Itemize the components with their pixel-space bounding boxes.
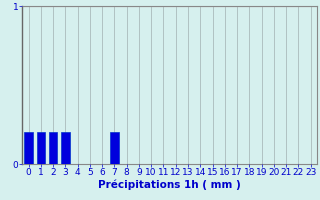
Bar bbox=[61, 132, 70, 164]
Bar bbox=[24, 132, 33, 164]
Bar bbox=[49, 132, 57, 164]
Bar bbox=[110, 132, 119, 164]
X-axis label: Précipitations 1h ( mm ): Précipitations 1h ( mm ) bbox=[98, 180, 241, 190]
Bar bbox=[36, 132, 45, 164]
